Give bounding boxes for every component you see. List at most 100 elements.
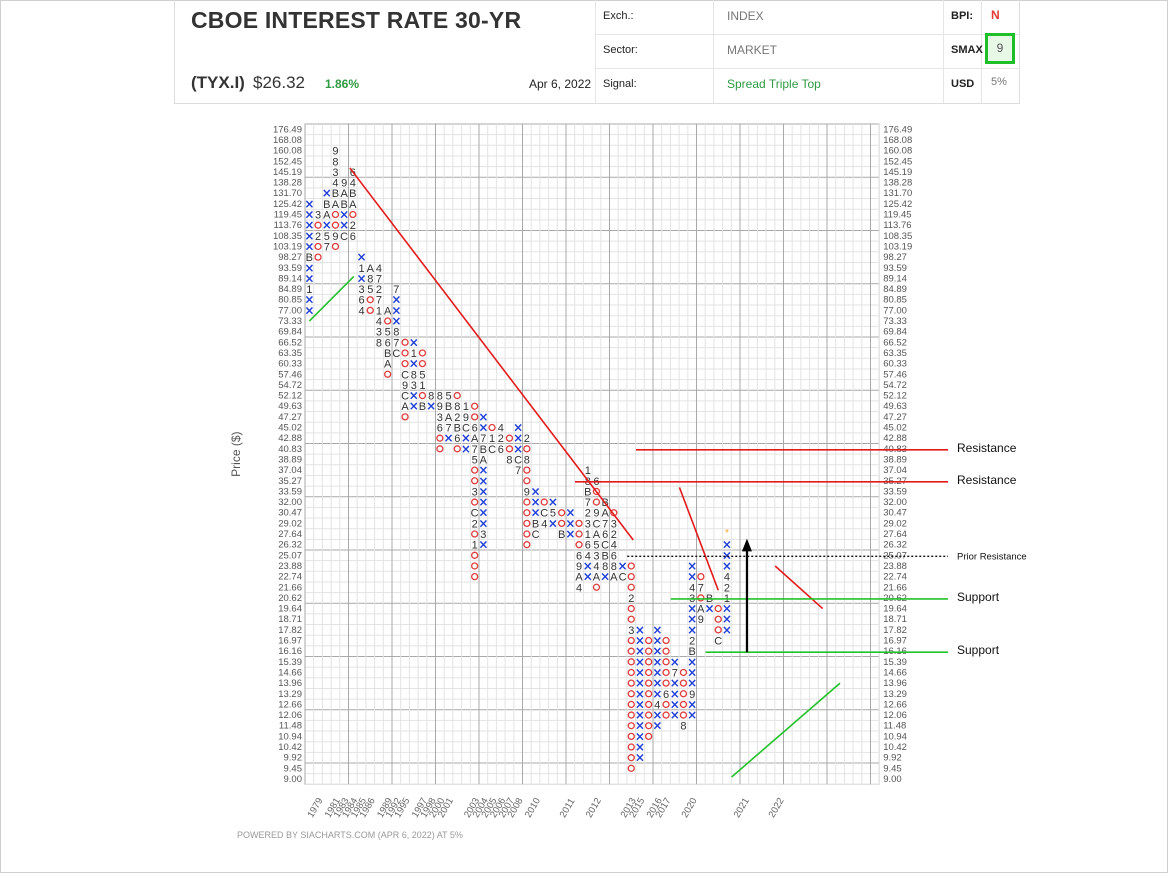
y-tick-label-left: 19.64 xyxy=(278,604,302,615)
y-tick-label-left: 35.27 xyxy=(278,476,302,487)
month-marker: 2 xyxy=(724,582,730,594)
month-marker: A xyxy=(323,210,331,222)
month-marker: 8 xyxy=(367,273,373,285)
o-box xyxy=(540,498,548,506)
month-marker: 3 xyxy=(480,529,486,541)
y-axis-label: Price ($) xyxy=(229,431,243,476)
month-marker: 2 xyxy=(454,412,460,424)
o-box xyxy=(418,359,427,368)
month-marker: 7 xyxy=(515,465,521,477)
y-tick-label-right: 89.14 xyxy=(883,273,907,284)
month-marker: B xyxy=(323,199,330,211)
bearish-trend-line xyxy=(349,167,634,541)
y-tick-label-left: 93.59 xyxy=(278,263,302,274)
support-label: Support xyxy=(957,590,1000,604)
x-box: × xyxy=(652,623,662,637)
y-tick-label-left: 160.08 xyxy=(273,146,302,157)
y-tick-label-right: 93.59 xyxy=(883,263,907,274)
month-marker: 2 xyxy=(524,433,530,445)
y-tick-label-left: 10.94 xyxy=(278,731,302,742)
o-box xyxy=(645,711,653,719)
month-marker: B xyxy=(384,348,391,360)
y-tick-label-right: 22.74 xyxy=(883,572,907,583)
y-tick-label-left: 60.33 xyxy=(278,359,302,370)
o-box xyxy=(470,402,479,410)
month-marker: 2 xyxy=(628,593,634,605)
o-box xyxy=(627,754,635,762)
month-marker: 6 xyxy=(611,550,617,562)
x-box: × xyxy=(565,527,575,541)
y-tick-label-left: 63.35 xyxy=(278,348,302,359)
y-tick-label-left: 113.76 xyxy=(274,220,302,231)
month-marker: 7 xyxy=(698,582,704,594)
month-marker: 1 xyxy=(472,540,478,552)
month-marker: 8 xyxy=(437,391,443,403)
month-marker: C xyxy=(714,636,722,648)
month-marker: 7 xyxy=(393,337,399,349)
month-marker: 3 xyxy=(611,518,617,530)
month-marker: 4 xyxy=(724,572,730,584)
y-tick-label-right: 152.45 xyxy=(883,156,912,167)
x-box: × xyxy=(304,208,314,222)
month-marker: 6 xyxy=(585,540,591,552)
o-box xyxy=(645,700,653,709)
y-tick-label-left: 16.16 xyxy=(278,646,302,657)
x-box: × xyxy=(722,538,732,552)
month-marker: C xyxy=(601,540,609,552)
month-marker: 7 xyxy=(324,241,330,253)
sector-label: Sector: xyxy=(603,44,638,56)
month-marker: 7 xyxy=(472,444,478,456)
y-tick-label-left: 26.32 xyxy=(278,540,302,551)
month-marker: 9 xyxy=(332,146,338,158)
month-marker: 1 xyxy=(419,380,425,392)
y-tick-label-left: 108.35 xyxy=(273,231,302,242)
o-box xyxy=(575,541,583,549)
o-box xyxy=(523,498,531,506)
o-box xyxy=(627,647,635,655)
y-tick-label-left: 49.63 xyxy=(278,401,302,412)
x-box: × xyxy=(409,335,419,349)
month-marker: 3 xyxy=(315,210,321,222)
month-marker: 4 xyxy=(593,561,599,573)
month-marker: 6 xyxy=(385,337,391,349)
x-box: × xyxy=(687,623,697,637)
month-marker: 2 xyxy=(315,231,321,243)
info-row-exchange: Exch.: INDEX BPI: N xyxy=(595,0,1019,35)
x-box: × xyxy=(478,463,488,477)
x-box: × xyxy=(304,293,314,307)
month-marker: B xyxy=(480,444,487,456)
x-box: × xyxy=(635,697,645,711)
month-marker: B xyxy=(688,646,695,658)
x-box: × xyxy=(478,421,488,435)
month-marker: 5 xyxy=(385,327,391,339)
x-box: × xyxy=(687,697,697,711)
x-box: × xyxy=(687,665,697,679)
o-box xyxy=(470,572,479,581)
month-marker: 5 xyxy=(419,369,425,381)
month-marker: 4 xyxy=(611,540,617,552)
y-tick-label-right: 10.94 xyxy=(883,731,907,742)
x-box: × xyxy=(304,303,314,317)
o-box xyxy=(645,647,653,655)
y-tick-label-right: 13.96 xyxy=(883,678,907,689)
y-tick-label-left: 40.83 xyxy=(278,444,302,455)
month-marker: 3 xyxy=(472,486,478,498)
y-tick-label-left: 73.33 xyxy=(278,316,302,327)
x-box: × xyxy=(652,708,662,722)
x-box: × xyxy=(339,208,349,222)
y-tick-label-left: 168.08 xyxy=(273,135,302,146)
resistance-label: Resistance xyxy=(957,473,1017,487)
month-marker: 7 xyxy=(376,295,382,307)
y-tick-label-right: 108.35 xyxy=(883,231,912,242)
o-box xyxy=(645,722,653,730)
x-box: × xyxy=(635,676,645,690)
month-marker: B xyxy=(584,486,591,498)
y-tick-label-right: 9.92 xyxy=(883,753,902,764)
y-tick-label-right: 160.08 xyxy=(883,146,912,157)
month-marker: 9 xyxy=(341,178,347,190)
x-box: × xyxy=(652,665,662,679)
x-box: × xyxy=(600,570,610,584)
x-box: × xyxy=(304,261,314,275)
x-year-label: 2010 xyxy=(523,796,543,820)
x-box: × xyxy=(687,559,697,573)
